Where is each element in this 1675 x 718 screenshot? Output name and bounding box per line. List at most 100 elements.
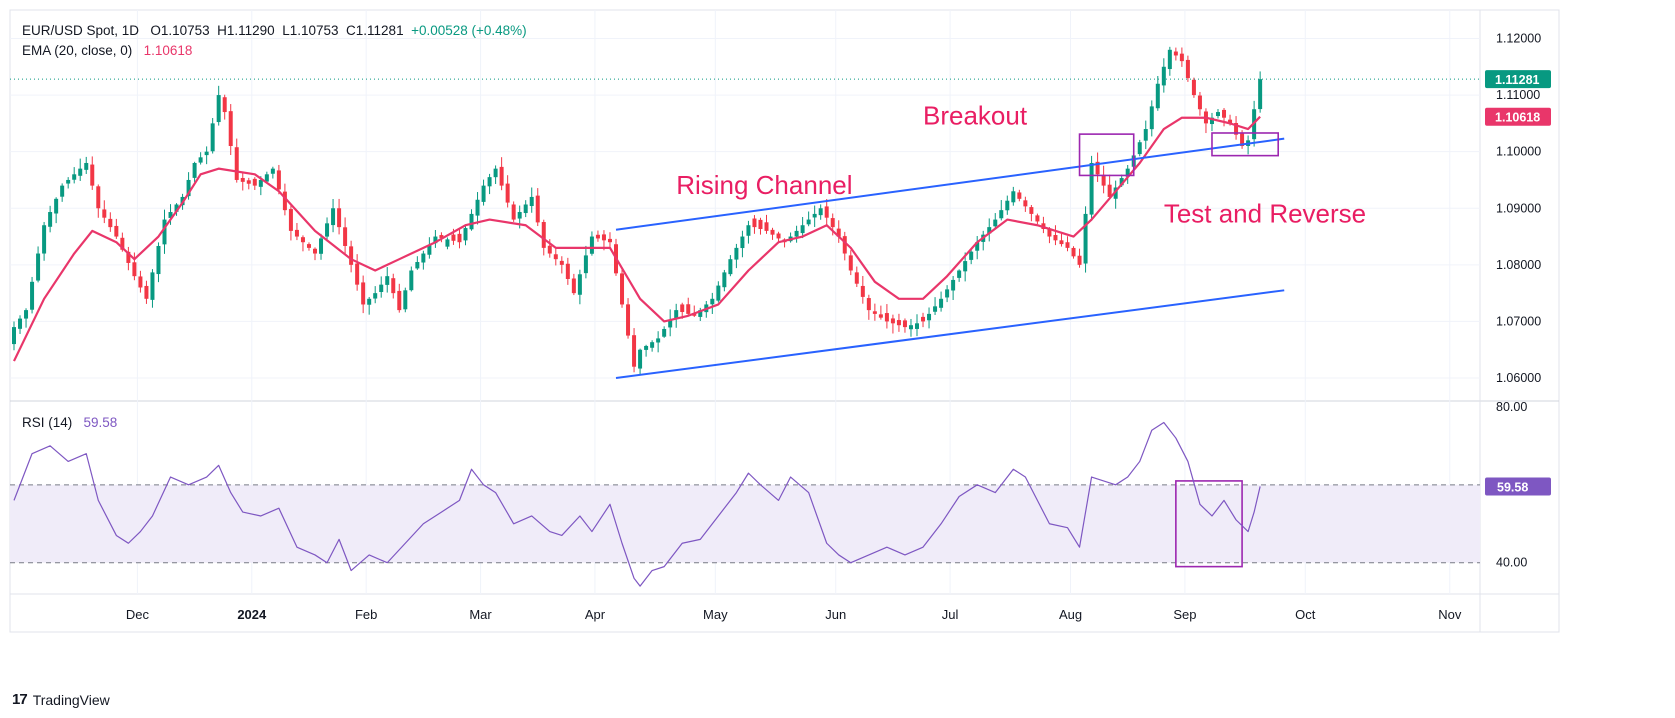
candle[interactable] (848, 255, 853, 271)
channel-upper-line[interactable] (615, 137, 1285, 231)
candle[interactable] (583, 255, 588, 274)
candle[interactable] (1228, 119, 1233, 124)
candle[interactable] (1167, 49, 1172, 70)
candle[interactable] (908, 325, 913, 330)
candle[interactable] (710, 298, 715, 305)
candle[interactable] (1240, 132, 1245, 147)
candle[interactable] (650, 342, 655, 348)
candle[interactable] (740, 236, 745, 249)
candle[interactable] (620, 273, 625, 305)
candle[interactable] (487, 177, 492, 187)
candle[interactable] (830, 218, 835, 228)
candle[interactable] (632, 335, 637, 367)
candle[interactable] (96, 186, 101, 209)
candle[interactable] (210, 123, 215, 152)
candle[interactable] (90, 164, 95, 186)
candle[interactable] (108, 218, 113, 228)
candle[interactable] (258, 179, 263, 187)
candle[interactable] (806, 219, 811, 225)
candle[interactable] (1029, 207, 1034, 214)
candle[interactable] (457, 233, 462, 243)
candle[interactable] (1071, 247, 1076, 257)
candle[interactable] (114, 225, 119, 237)
candle[interactable] (421, 253, 426, 263)
ema-legend[interactable]: EMA (20, close, 0) 1.10618 (22, 43, 192, 58)
candle[interactable] (1089, 162, 1094, 215)
candle[interactable] (1143, 129, 1148, 141)
candle[interactable] (1137, 142, 1142, 155)
symbol-title[interactable]: EUR/USD Spot, 1D (22, 23, 140, 38)
candle[interactable] (1191, 79, 1196, 96)
candle[interactable] (12, 327, 16, 345)
candle[interactable] (686, 304, 691, 314)
candle[interactable] (553, 254, 558, 260)
candle[interactable] (1149, 106, 1154, 130)
annotation-label[interactable]: Rising Channel (676, 170, 852, 200)
candle[interactable] (571, 278, 576, 294)
candle[interactable] (294, 229, 299, 237)
candle[interactable] (939, 298, 944, 308)
candle[interactable] (391, 278, 396, 294)
candle[interactable] (475, 199, 480, 216)
candle[interactable] (385, 276, 390, 285)
candle[interactable] (963, 261, 968, 272)
candle[interactable] (463, 228, 468, 241)
candle[interactable] (854, 272, 859, 284)
candle[interactable] (240, 177, 245, 182)
candle[interactable] (896, 320, 901, 326)
candle[interactable] (589, 236, 594, 254)
candle[interactable] (836, 228, 841, 237)
candle[interactable] (1185, 59, 1190, 79)
candle[interactable] (716, 285, 721, 301)
annotation-texts[interactable]: Rising Channel Breakout Test and Reverse (676, 101, 1366, 229)
candle[interactable] (511, 204, 516, 220)
candle[interactable] (722, 272, 727, 288)
candle[interactable] (174, 204, 179, 212)
candle[interactable] (1216, 112, 1220, 117)
candle[interactable] (1053, 235, 1058, 241)
candle[interactable] (78, 168, 83, 176)
candle[interactable] (1209, 117, 1214, 125)
candle[interactable] (1179, 53, 1184, 62)
candle[interactable] (331, 208, 336, 226)
candle[interactable] (427, 245, 432, 255)
candle[interactable] (529, 196, 534, 207)
candle[interactable] (499, 166, 504, 186)
tradingview-logo[interactable]: 17 TradingView (12, 691, 110, 708)
candle[interactable] (776, 233, 781, 239)
candle[interactable] (915, 323, 919, 329)
candle[interactable] (872, 311, 877, 314)
candle[interactable] (993, 219, 998, 227)
candle[interactable] (1222, 109, 1227, 118)
candle[interactable] (1083, 213, 1088, 264)
candle[interactable] (1005, 200, 1010, 211)
candle[interactable] (1155, 83, 1160, 109)
candle[interactable] (168, 212, 173, 218)
candle[interactable] (523, 204, 528, 214)
candle[interactable] (818, 208, 823, 216)
candle[interactable] (884, 313, 889, 322)
candle[interactable] (933, 306, 938, 312)
candle[interactable] (481, 185, 486, 202)
candle[interactable] (156, 245, 161, 275)
candle[interactable] (746, 225, 751, 236)
candle[interactable] (975, 242, 980, 251)
candle[interactable] (319, 238, 324, 254)
candle[interactable] (770, 229, 775, 235)
candle[interactable] (48, 212, 53, 227)
candle[interactable] (674, 310, 679, 319)
candle[interactable] (812, 213, 817, 218)
candle[interactable] (66, 179, 71, 184)
candle[interactable] (313, 248, 317, 254)
candle[interactable] (1059, 240, 1064, 245)
candle[interactable] (1113, 187, 1118, 199)
candle[interactable] (439, 235, 444, 238)
candle[interactable] (1101, 174, 1106, 186)
candle[interactable] (758, 219, 763, 230)
candle[interactable] (517, 212, 522, 219)
candle[interactable] (379, 284, 384, 293)
candle[interactable] (276, 170, 281, 190)
candle[interactable] (433, 236, 438, 244)
candle[interactable] (234, 147, 239, 180)
candle[interactable] (469, 213, 474, 230)
